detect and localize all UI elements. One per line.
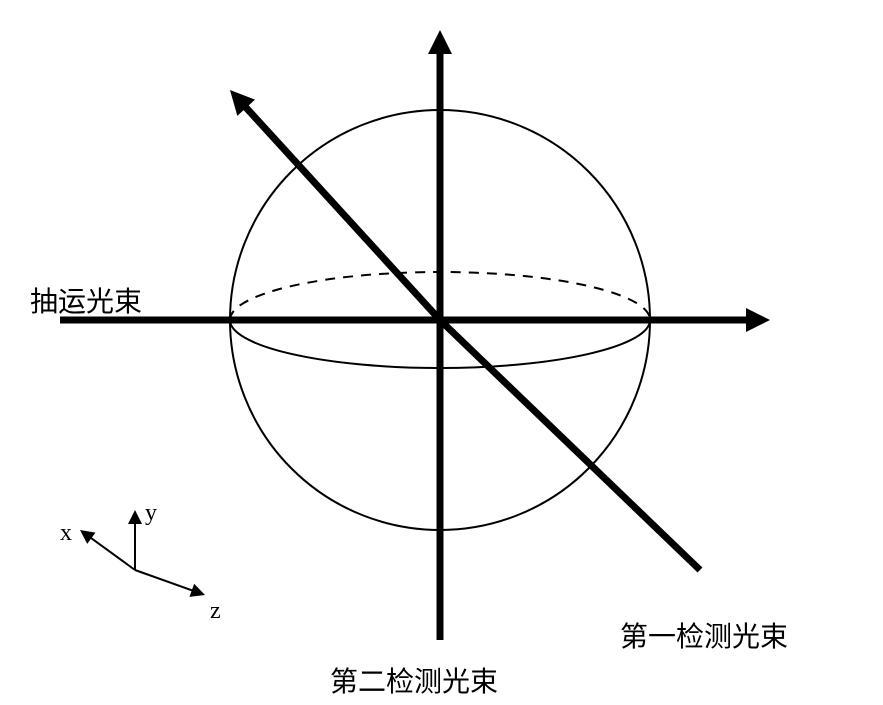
ref-axis-x-label: x (60, 520, 72, 547)
pump-beam-label: 抽运光束 (30, 280, 142, 320)
ref-axis-z-label: z (210, 598, 221, 625)
ref-axis-z (135, 570, 197, 592)
pump-beam-head (746, 308, 770, 332)
ref-axis-x-head (80, 530, 95, 544)
vertical-beam-head (428, 30, 452, 54)
ref-axis-y-head (128, 510, 142, 524)
diagram-svg (0, 0, 883, 705)
ref-axis-x (87, 535, 135, 570)
diagonal-beam-upper (240, 101, 440, 320)
first-probe-label: 第一检测光束 (620, 615, 788, 655)
second-probe-label: 第二检测光束 (330, 660, 498, 700)
ref-axis-y-label: y (145, 500, 157, 527)
